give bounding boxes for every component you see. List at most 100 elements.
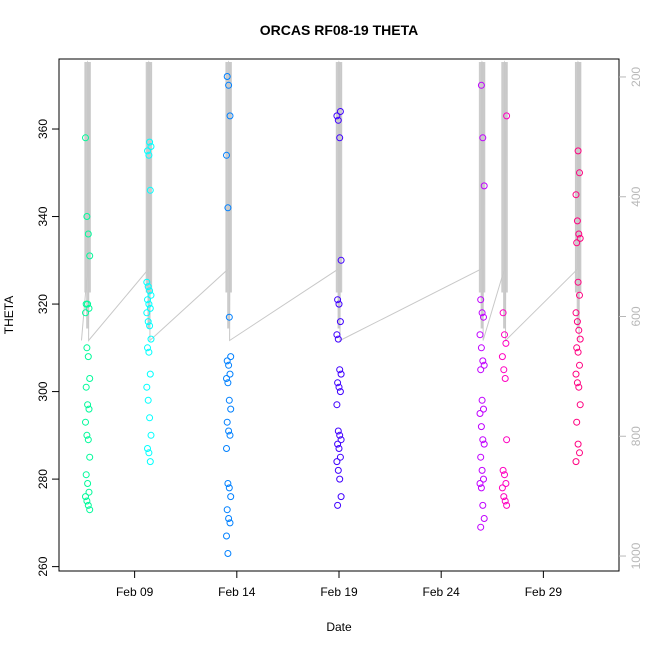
data-point: [82, 309, 89, 317]
data-point: [336, 453, 344, 461]
data-point: [334, 466, 342, 474]
data-point: [335, 445, 343, 452]
data-point: [223, 532, 230, 540]
data-point: [144, 344, 151, 352]
data-point: [223, 375, 230, 382]
data-point: [574, 440, 582, 448]
data-point: [82, 418, 89, 426]
data-point: [144, 396, 152, 404]
data-point: [477, 296, 485, 304]
data-point: [144, 445, 151, 452]
data-point: [334, 379, 342, 387]
data-point: [336, 366, 344, 374]
data-point: [574, 278, 582, 286]
data-point: [573, 239, 581, 247]
data-point: [572, 458, 580, 466]
data-point: [478, 396, 486, 404]
data-point: [337, 370, 345, 378]
data-point: [501, 331, 508, 339]
data-point: [146, 458, 154, 466]
x-axis: Feb 09 Feb 14 Feb 19 Feb 24 Feb 29: [116, 571, 562, 599]
y2-tick-label: 1000: [629, 542, 643, 569]
data-point: [499, 309, 507, 317]
data-point: [576, 361, 583, 369]
y-tick-label: 360: [36, 119, 50, 139]
data-point: [574, 348, 582, 356]
data-point: [502, 339, 510, 347]
data-point: [503, 501, 511, 509]
data-point: [334, 335, 342, 343]
data-point: [143, 309, 151, 317]
y2-tick-label: 200: [629, 67, 643, 87]
data-point: [576, 335, 584, 343]
data-point: [476, 331, 484, 339]
data-point: [479, 134, 487, 142]
data-point: [572, 191, 580, 199]
data-point: [480, 440, 488, 448]
data-point: [224, 379, 232, 387]
x-tick-label: Feb 24: [423, 585, 461, 599]
y-tick-label: 300: [36, 381, 50, 401]
data-point: [574, 147, 582, 155]
data-point: [576, 401, 584, 409]
data-point: [223, 418, 231, 426]
y-tick-label: 260: [36, 556, 50, 576]
series-rf12: [476, 81, 488, 531]
data-point: [86, 453, 94, 461]
data-point: [335, 300, 343, 308]
data-point: [336, 475, 344, 483]
data-point: [223, 445, 230, 452]
data-point: [573, 318, 581, 326]
data-point: [573, 344, 581, 352]
data-point: [146, 304, 154, 312]
data-point: [84, 501, 92, 509]
x-axis-label: Date: [326, 620, 352, 634]
data-point: [82, 134, 89, 142]
data-point: [478, 466, 486, 474]
data-point: [86, 252, 94, 260]
data-point: [476, 410, 484, 417]
y-axis-label: THETA: [2, 296, 16, 334]
data-point: [146, 322, 154, 330]
data-point: [84, 230, 92, 238]
data-point: [84, 401, 92, 409]
data-point: [225, 81, 233, 89]
data-point: [223, 506, 231, 514]
data-point: [83, 344, 91, 352]
data-point: [225, 361, 233, 369]
data-point: [501, 375, 509, 382]
data-point: [85, 488, 93, 496]
series-rf13: [498, 112, 511, 509]
data-point: [226, 112, 234, 120]
data-point: [334, 440, 342, 448]
data-point: [226, 370, 234, 378]
data-point: [83, 497, 91, 505]
data-point: [480, 475, 487, 483]
data-point: [576, 291, 583, 299]
data-point: [85, 405, 93, 413]
data-point: [83, 213, 91, 220]
data-point: [224, 550, 232, 557]
y2-axis-pressure: 200 400 600 800 1000: [619, 67, 643, 569]
data-point: [82, 383, 90, 391]
data-point: [223, 73, 231, 80]
data-point: [334, 116, 342, 124]
data-point: [336, 134, 344, 142]
data-point: [225, 427, 233, 435]
data-point: [575, 326, 583, 334]
data-point: [145, 300, 153, 308]
data-point: [477, 344, 485, 352]
y-tick-label: 320: [36, 294, 50, 314]
data-point: [83, 431, 91, 439]
pressure-trace-layer: [80, 60, 582, 342]
data-point: [480, 515, 488, 522]
data-point: [336, 108, 344, 115]
data-point: [146, 414, 154, 422]
data-point: [146, 370, 154, 378]
data-point: [498, 484, 506, 492]
data-point: [86, 506, 94, 514]
points-layer: [82, 73, 584, 557]
data-point: [480, 182, 488, 190]
data-point: [503, 112, 511, 120]
